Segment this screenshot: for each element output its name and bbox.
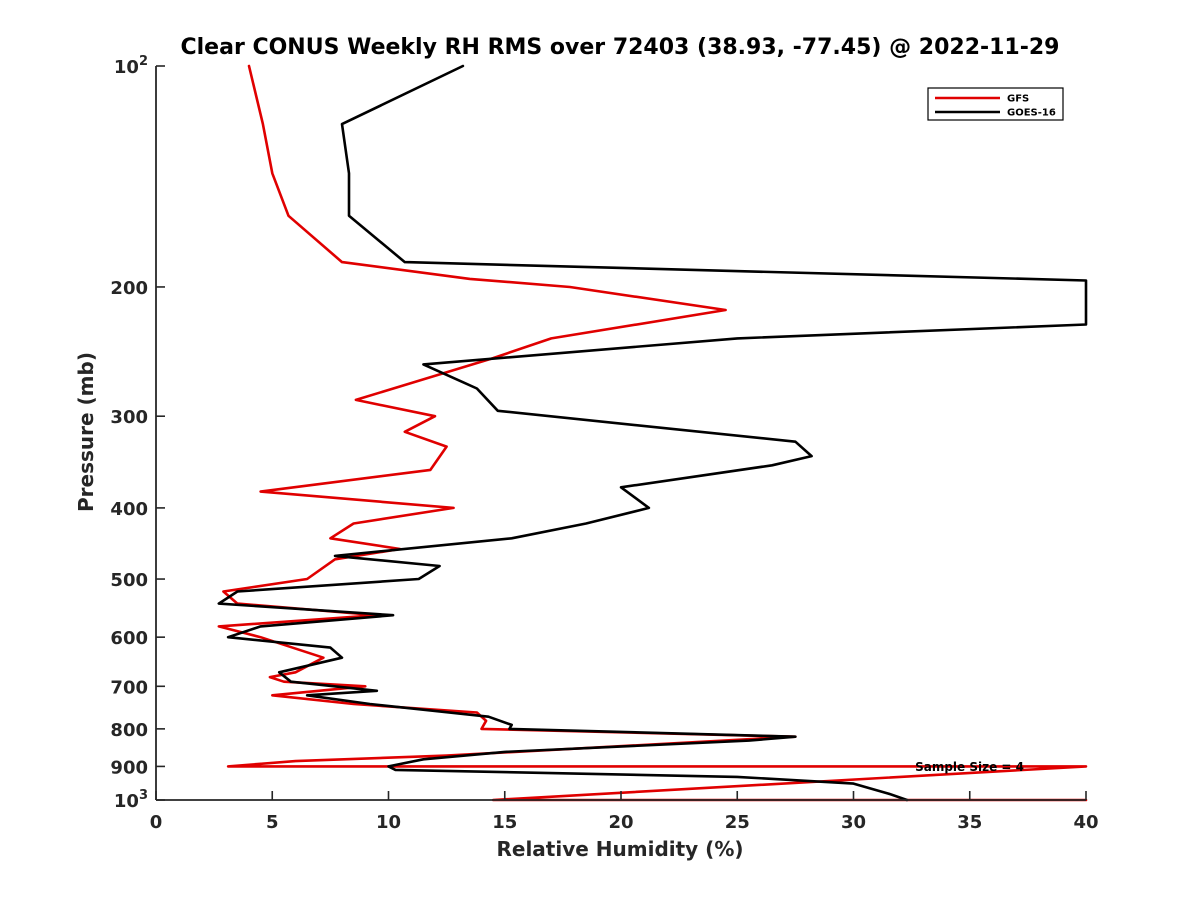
y-tick-label: 102: [114, 54, 148, 78]
series-line-goes-16: [217, 64, 1088, 802]
x-tick-label: 5: [266, 812, 279, 833]
y-tick-label: 700: [110, 677, 148, 698]
x-tick-label: 30: [841, 812, 866, 833]
x-tick-label: 25: [725, 812, 750, 833]
chart-title: Clear CONUS Weekly RH RMS over 72403 (38…: [181, 35, 1060, 60]
x-axis-label: Relative Humidity (%): [496, 837, 743, 861]
y-tick-label: 900: [110, 757, 148, 778]
x-tick-label: 10: [376, 812, 401, 833]
x-tick-label: 0: [150, 812, 163, 833]
x-tick-label: 15: [492, 812, 517, 833]
y-tick-label: 800: [110, 720, 148, 741]
legend: GFS GOES-16: [927, 87, 1064, 121]
y-tick-label: 300: [110, 407, 148, 428]
y-tick-label: 600: [110, 628, 148, 649]
legend-label: GFS: [1007, 94, 1029, 105]
x-tick-label: 40: [1073, 812, 1098, 833]
plot-area: 0 5 10 15 20 25 30 35 40 102 200 300 400 500 600 700 800…: [110, 54, 1098, 833]
legend-box: [927, 87, 1064, 121]
series-layer: [217, 64, 1088, 802]
series-line-gfs: [217, 64, 1088, 802]
y-axis-label: Pressure (mb): [74, 352, 98, 512]
legend-label: GOES-16: [1007, 108, 1056, 119]
x-tick-label: 35: [957, 812, 982, 833]
sample-size-annotation: Sample Size = 4: [915, 760, 1024, 774]
ticks-layer: 0 5 10 15 20 25 30 35 40 102 200 300 400 500 600 700 800…: [110, 54, 1098, 833]
y-tick-label: 103: [114, 788, 148, 812]
y-tick-label: 200: [110, 278, 148, 299]
y-tick-label: 400: [110, 499, 148, 520]
y-tick-label: 500: [110, 570, 148, 591]
x-tick-label: 20: [608, 812, 633, 833]
